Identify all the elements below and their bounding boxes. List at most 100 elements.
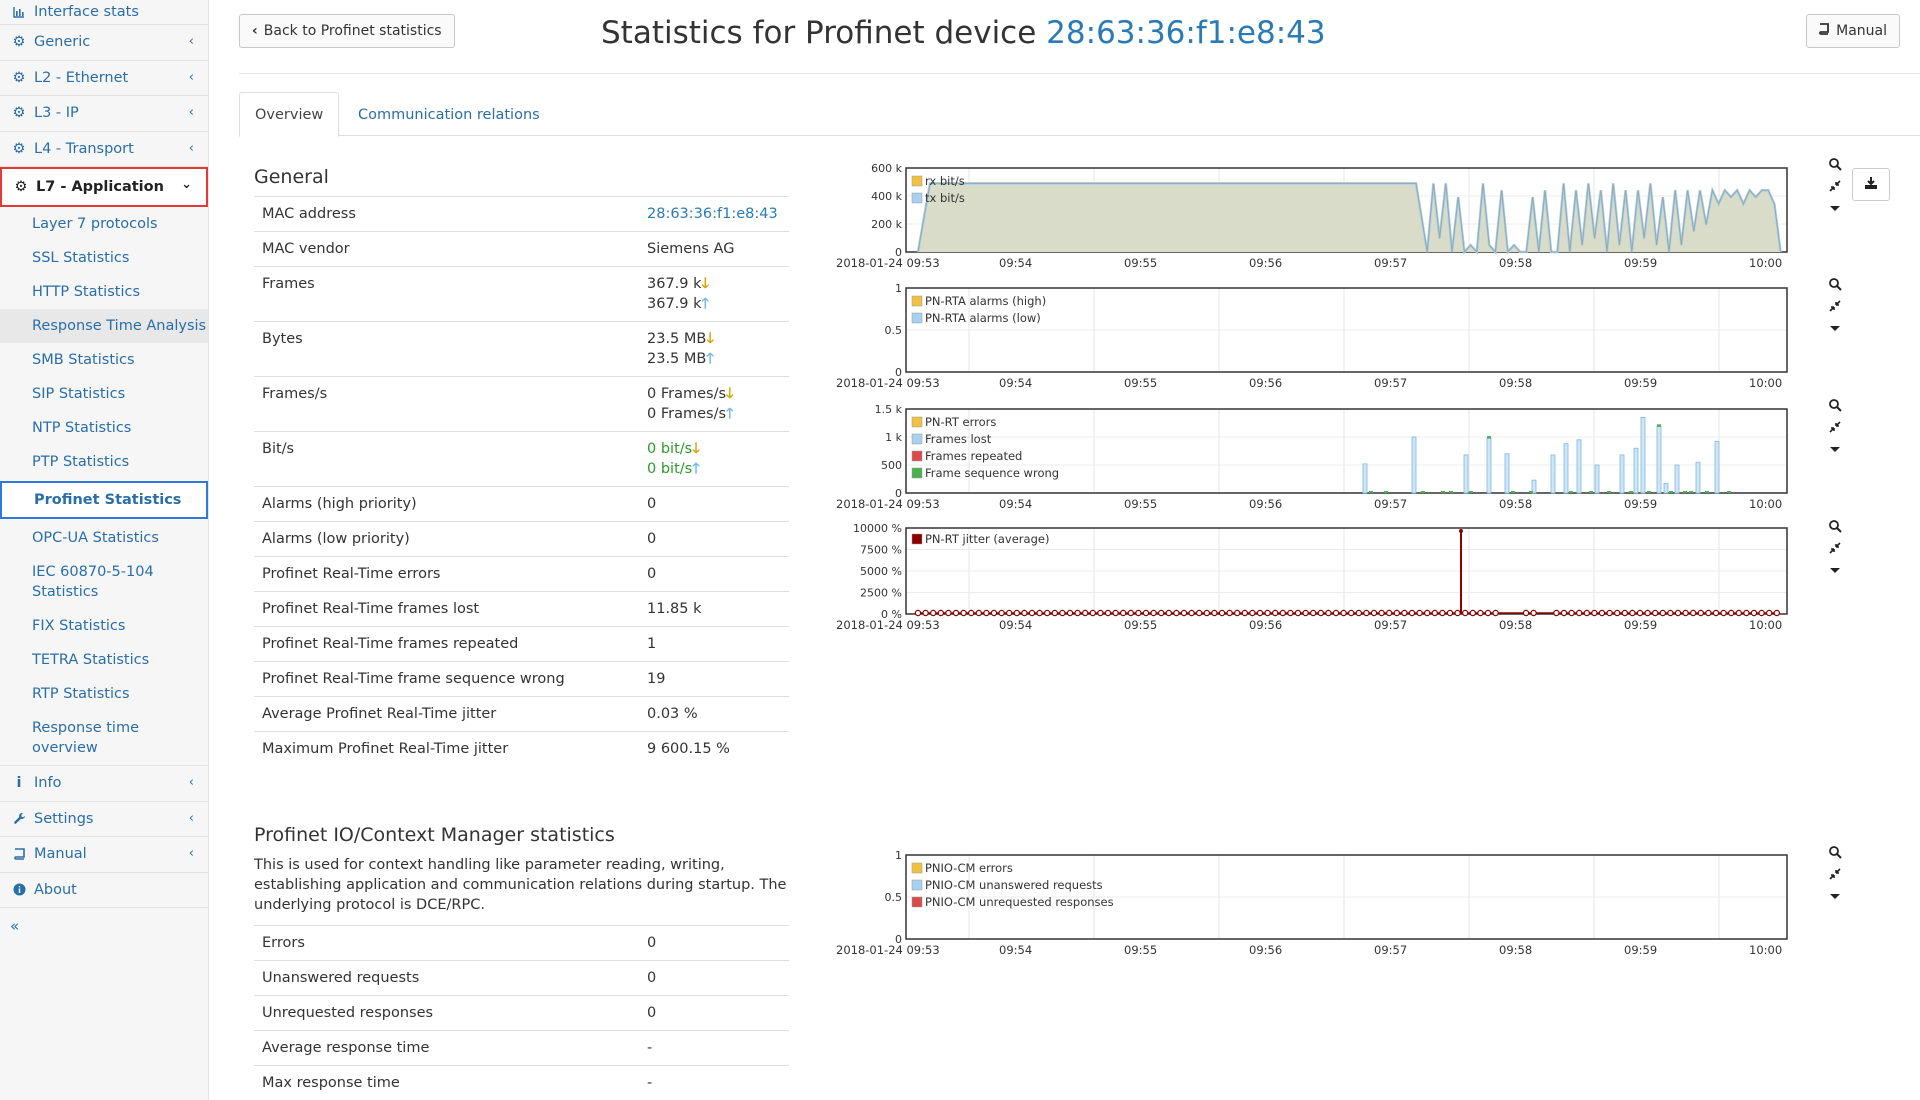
legend-swatch (911, 433, 923, 445)
sidebar-group-info[interactable]: i Info ‹ (0, 766, 208, 802)
jitter-point (1408, 609, 1416, 617)
sidebar-sub-sip-statistics[interactable]: SIP Statistics (32, 386, 126, 402)
jitter-point (1667, 609, 1674, 617)
x-tick-label: 09:54 (999, 376, 1032, 390)
back-button[interactable]: ‹ Back to Profinet statistics (239, 14, 455, 48)
bytes-rx-value: 23.5 MB (647, 331, 707, 347)
table-row: MAC vendor Siemens AG (254, 231, 789, 267)
y-tick-label: 0 % (881, 608, 902, 621)
chevron-left-icon: ‹ (188, 105, 194, 120)
zoom-icon[interactable] (1828, 399, 1842, 416)
frames-lost-bar (1640, 416, 1646, 494)
jitter-point (1317, 609, 1324, 617)
info-icon: i (16, 775, 22, 792)
jitter-point (1720, 609, 1727, 617)
row-label: Profinet Real-Time errors (254, 556, 639, 592)
row-value: 0 (639, 521, 789, 557)
sidebar-item-label: Interface stats (34, 4, 139, 20)
sidebar-sub-layer7-protocols[interactable]: Layer 7 protocols (32, 216, 158, 232)
gear-icon: ⚙ (12, 34, 26, 51)
sidebar-sub-opc-ua-statistics[interactable]: OPC-UA Statistics (32, 530, 159, 546)
tab-overview[interactable]: Overview (239, 92, 340, 137)
legend-label: PNIO-CM errors (925, 861, 1013, 875)
sidebar-sub-profinet-statistics[interactable]: Profinet Statistics (0, 481, 208, 519)
arrow-down-icon: 🡓 (692, 441, 700, 457)
manual-button[interactable]: Manual (1806, 14, 1900, 48)
zoom-icon[interactable] (1828, 520, 1842, 537)
mac-address-link[interactable]: 28:63:36:f1:e8:43 (647, 206, 778, 222)
chart-tools (1825, 278, 1845, 337)
y-tick-label: 0 (895, 487, 902, 500)
row-label: Bit/s (254, 431, 639, 487)
sidebar-sub-iec-60870-statistics[interactable]: IEC 60870-5-104 Statistics (32, 564, 154, 600)
sidebar-group-l2-ethernet[interactable]: ⚙ L2 - Ethernet ‹ (0, 61, 208, 96)
x-tick-label: 09:58 (1499, 376, 1532, 390)
sidebar-sub-http-statistics[interactable]: HTTP Statistics (32, 284, 140, 300)
caret-down-icon[interactable] (1829, 889, 1841, 905)
x-tick-label: 09:55 (1124, 618, 1157, 632)
table-row: Alarms (low priority) 0 (254, 521, 789, 557)
sidebar-sub-rtp-statistics[interactable]: RTP Statistics (32, 686, 130, 702)
caret-down-icon[interactable] (1829, 201, 1841, 217)
jitter-point (929, 609, 937, 617)
x-tick-label: 09:58 (1499, 256, 1532, 270)
caret-down-icon[interactable] (1829, 442, 1841, 458)
jitter-point (1104, 609, 1112, 617)
sidebar-group-l4-transport[interactable]: ⚙ L4 - Transport ‹ (0, 132, 208, 167)
frames-lost-bar (1411, 436, 1417, 494)
jitter-point (1598, 609, 1606, 617)
sidebar-sub-fix-statistics[interactable]: FIX Statistics (32, 618, 126, 634)
sidebar-group-l3-ip[interactable]: ⚙ L3 - IP ‹ (0, 96, 208, 132)
caret-down-icon[interactable] (1829, 321, 1841, 337)
sidebar-group-generic[interactable]: ⚙ Generic ‹ (0, 25, 208, 61)
jitter-point (1697, 609, 1705, 617)
caret-down-icon[interactable] (1829, 563, 1841, 579)
sidebar-item-interface-stats[interactable]: Interface stats (0, 0, 208, 25)
sidebar-item-about[interactable]: About (0, 873, 208, 908)
sidebar-sub-ntp-statistics[interactable]: NTP Statistics (32, 420, 132, 436)
frames-lost-bar (1563, 443, 1569, 494)
row-label: Unrequested responses (254, 995, 639, 1031)
sidebar-sub-smb-statistics[interactable]: SMB Statistics (32, 352, 135, 368)
tab-communication-relations[interactable]: Communication relations (358, 106, 540, 123)
sidebar-sub-ssl-statistics[interactable]: SSL Statistics (32, 250, 130, 266)
jitter-point (1743, 609, 1750, 617)
compress-icon[interactable] (1829, 180, 1841, 196)
compress-icon[interactable] (1829, 868, 1841, 884)
arrow-down-icon: 🡓 (706, 331, 714, 347)
y-tick-label: 10000 % (853, 522, 902, 535)
legend-label: Frames repeated (925, 449, 1022, 463)
compress-icon[interactable] (1829, 300, 1841, 316)
info-circle-icon (10, 883, 28, 896)
page-title: Statistics for Profinet device 28:63:36:… (601, 15, 1326, 51)
jitter-point (1431, 609, 1439, 617)
x-tick-label: 09:54 (999, 256, 1032, 270)
zoom-icon[interactable] (1828, 158, 1842, 175)
sidebar-collapse-button[interactable]: « (10, 916, 20, 935)
sidebar-sub-tetra-statistics[interactable]: TETRA Statistics (32, 652, 150, 668)
row-label: Alarms (low priority) (254, 521, 639, 557)
sidebar-group-settings[interactable]: Settings ‹ (0, 802, 208, 837)
zoom-icon[interactable] (1828, 846, 1842, 863)
frame-sequence-wrong-mark (1589, 491, 1593, 493)
sidebar-sub-response-time-analysis[interactable]: Response Time Analysis (0, 309, 208, 343)
jitter-point (1477, 609, 1484, 617)
sidebar-group-l7-application[interactable]: ⚙ L7 - Application ⌄ (0, 167, 208, 207)
arrow-up-icon: 🡑 (706, 351, 714, 367)
jitter-point (1097, 609, 1104, 617)
chart-tools (1825, 158, 1845, 217)
pnio-cm-chart: 0 0.5 1 2018-01-24 09:53 09:54 09:55 09:56 09:5… (836, 849, 1788, 957)
jitter-point (1158, 609, 1165, 617)
x-tick-label: 10:00 (1749, 618, 1782, 632)
x-tick-label: 10:00 (1749, 497, 1782, 511)
zoom-icon[interactable] (1828, 278, 1842, 295)
table-row: Unanswered requests 0 (254, 960, 789, 996)
compress-icon[interactable] (1829, 421, 1841, 437)
sidebar-group-manual[interactable]: Manual ‹ (0, 837, 208, 873)
download-button[interactable] (1852, 168, 1890, 201)
x-tick-label: 09:57 (1374, 376, 1407, 390)
jitter-point (960, 609, 967, 617)
sidebar-sub-ptp-statistics[interactable]: PTP Statistics (32, 454, 130, 470)
sidebar-sub-response-time-overview[interactable]: Response time overview (0, 711, 208, 766)
compress-icon[interactable] (1829, 542, 1841, 558)
